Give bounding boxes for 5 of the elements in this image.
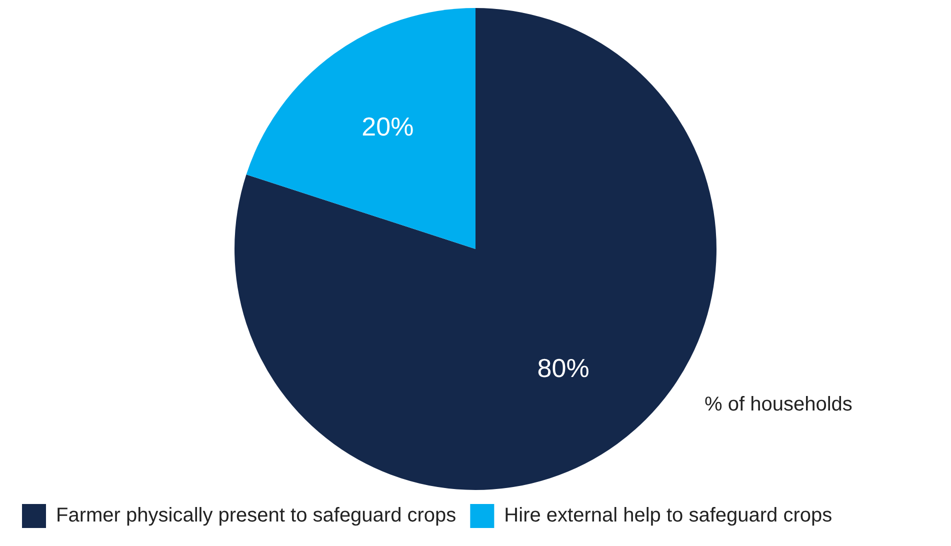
data-label: 20% <box>362 111 414 142</box>
text: % of households <box>704 394 852 416</box>
legend-label: Farmer physically present to safeguard crops <box>56 504 456 527</box>
legend-label: Hire external help to safeguard crops <box>504 504 832 527</box>
data-label: 80% <box>537 353 590 384</box>
